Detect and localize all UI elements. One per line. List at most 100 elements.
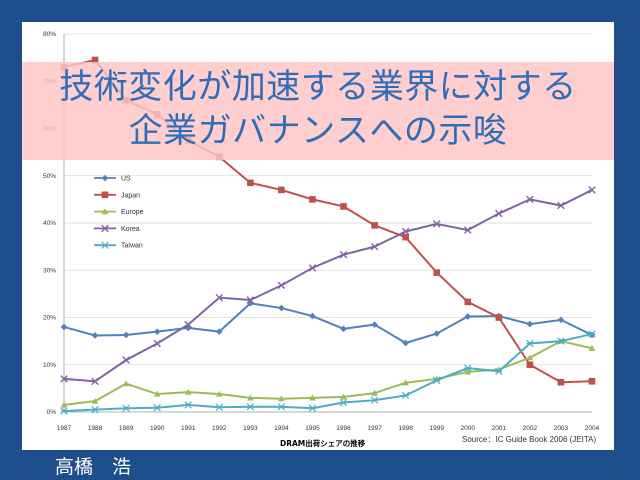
data-point <box>215 390 223 397</box>
data-point <box>370 242 379 251</box>
x-tick-label: 1991 <box>181 425 196 432</box>
data-point <box>122 380 130 387</box>
data-point <box>278 395 285 402</box>
data-point <box>308 264 317 272</box>
data-point <box>309 196 316 203</box>
data-point <box>101 208 109 215</box>
data-point <box>495 314 503 321</box>
data-point <box>101 191 109 199</box>
data-point <box>463 226 472 234</box>
data-point <box>60 401 68 408</box>
series-line-taiwan <box>63 333 593 413</box>
x-tick-label: 2004 <box>585 425 600 432</box>
chart-caption: DRAM出荷シェアの推移 <box>280 438 366 448</box>
data-point <box>433 269 441 276</box>
data-point <box>122 356 130 364</box>
series-line-us <box>63 302 593 345</box>
y-tick-label: 80% <box>43 31 56 38</box>
data-point <box>495 209 503 218</box>
data-point <box>557 201 565 210</box>
data-point <box>308 404 317 412</box>
x-tick-label: 1995 <box>305 425 320 432</box>
x-tick-label: 1996 <box>336 425 351 432</box>
series-taiwan <box>60 330 596 415</box>
data-point <box>557 316 565 324</box>
slide-title-line1: 技術変化が加速する業界に対する <box>59 67 577 107</box>
data-point <box>91 56 99 64</box>
x-tick-label: 1998 <box>398 425 413 432</box>
data-point <box>340 393 347 400</box>
x-tick-label: 2002 <box>523 425 538 432</box>
x-tick-label: 2000 <box>461 425 476 432</box>
data-point <box>526 361 534 369</box>
legend-label: Korea <box>121 226 140 233</box>
y-tick-label: 30% <box>43 267 56 274</box>
data-point <box>588 186 596 194</box>
data-point <box>495 367 503 376</box>
x-tick-label: 2001 <box>492 425 507 432</box>
data-point <box>340 203 347 210</box>
data-point <box>588 377 596 385</box>
legend-item-korea: Korea <box>94 224 140 233</box>
data-point <box>277 281 286 290</box>
data-point <box>101 174 109 182</box>
slide-title-line2: 企業ガバナンスへの示唆 <box>128 111 508 151</box>
x-tick-label: 1989 <box>119 425 134 432</box>
data-point <box>371 222 378 229</box>
x-tick-label: 1988 <box>88 425 103 432</box>
legend-label: US <box>121 176 131 183</box>
legend-item-japan: Japan <box>94 191 140 199</box>
data-point <box>588 330 596 338</box>
data-point <box>153 390 161 397</box>
legend-item-taiwan: Taiwan <box>94 241 143 250</box>
y-tick-label: 0% <box>47 409 57 416</box>
data-point <box>184 388 192 395</box>
data-point <box>557 337 565 345</box>
x-tick-label: 1997 <box>367 425 382 432</box>
series-line-korea <box>63 189 593 383</box>
data-point <box>278 186 285 194</box>
data-point <box>401 391 410 400</box>
data-point <box>247 394 254 401</box>
series-europe <box>60 337 596 408</box>
data-point <box>433 330 441 337</box>
x-tick-label: 1992 <box>212 425 227 432</box>
y-tick-label: 40% <box>43 220 56 227</box>
series-us <box>60 300 596 347</box>
legend-label: Europe <box>121 209 144 216</box>
legend-label: Japan <box>121 192 140 199</box>
x-tick-label: 1990 <box>150 425 165 432</box>
data-point <box>432 376 441 385</box>
data-point <box>371 321 378 328</box>
data-point <box>60 323 68 331</box>
data-point <box>101 241 109 249</box>
data-point <box>526 339 534 348</box>
data-point <box>153 339 161 348</box>
y-tick-label: 20% <box>43 315 56 322</box>
data-point <box>122 404 130 412</box>
chart-legend: US Japan Europe Korea Taiwan <box>94 174 144 250</box>
data-point <box>370 396 379 404</box>
data-point <box>464 313 472 320</box>
data-point <box>526 195 534 204</box>
x-tick-label: 1993 <box>243 425 258 432</box>
data-point <box>309 394 316 401</box>
dram-share-chart: 0%10%20%30%40%50%60%70%80%19871988198919… <box>43 31 600 448</box>
x-tick-label: 2003 <box>554 425 569 432</box>
legend-item-us: US <box>94 174 131 183</box>
chart-source: Source：IC Guide Book 2006 (JEITA) <box>462 435 596 444</box>
data-point <box>101 224 109 233</box>
data-point <box>464 298 472 306</box>
x-tick-label: 1987 <box>57 425 72 432</box>
data-point <box>339 250 348 259</box>
data-point <box>588 344 596 351</box>
data-point <box>247 179 254 187</box>
data-point <box>402 379 409 386</box>
data-point <box>153 328 161 335</box>
data-point <box>402 233 409 241</box>
author-name: 高橋 浩 <box>55 456 132 478</box>
data-point <box>340 325 347 333</box>
data-point <box>91 397 99 404</box>
data-point <box>247 300 254 307</box>
data-point <box>60 407 68 415</box>
